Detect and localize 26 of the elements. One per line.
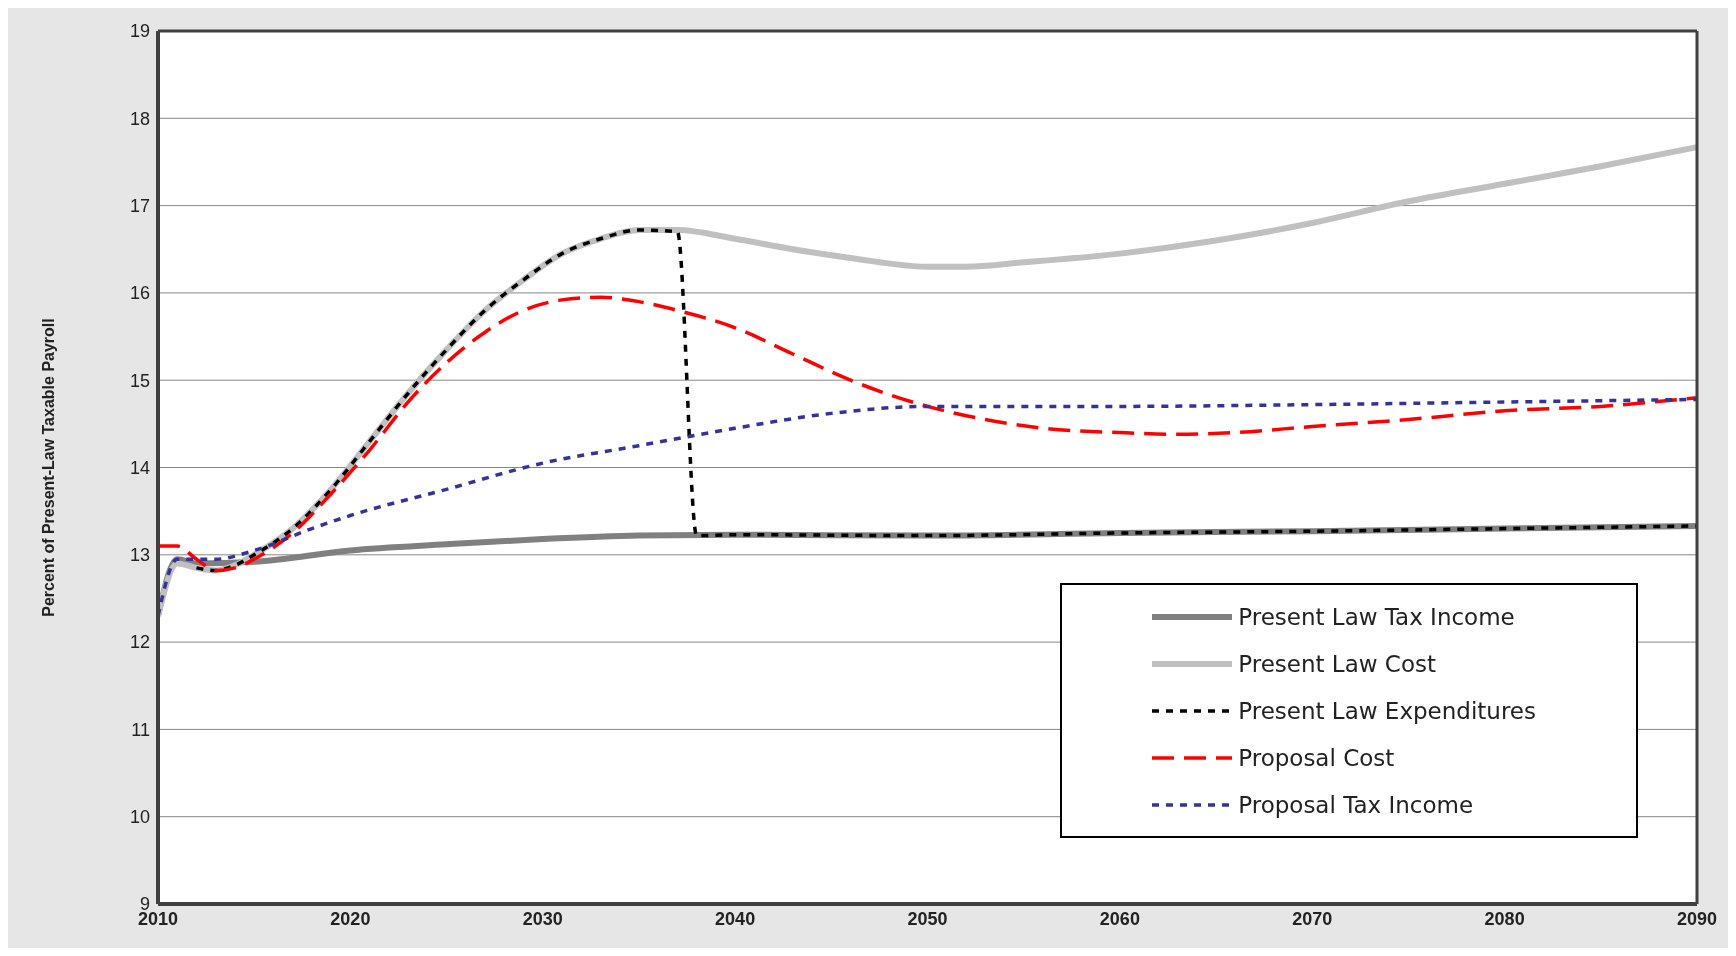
y-tick-label: 17 — [129, 195, 150, 216]
y-axis-title: Percent of Present-Law Taxable Payroll — [39, 318, 57, 617]
x-tick-label: 2080 — [1484, 908, 1525, 929]
y-tick-label: 18 — [129, 108, 150, 129]
y-tick-label: 14 — [129, 457, 150, 478]
legend-label: Present Law Expenditures — [1238, 697, 1536, 724]
y-tick-label: 19 — [129, 21, 150, 42]
x-tick-label: 2070 — [1292, 908, 1333, 929]
legend-label: Proposal Tax Income — [1238, 791, 1474, 818]
y-tick-label: 12 — [129, 632, 150, 653]
line-series — [158, 295, 1697, 573]
x-tick-label: 2060 — [1099, 908, 1140, 929]
y-tick-label: 13 — [129, 545, 150, 566]
x-tick-label: 2090 — [1676, 908, 1718, 929]
y-tick-label: 11 — [131, 719, 150, 740]
y-tick-label: 10 — [129, 807, 150, 828]
legend-label: Present Law Tax Income — [1238, 603, 1515, 630]
x-tick-label: 2050 — [907, 908, 948, 929]
x-tick-label: 2020 — [330, 908, 371, 929]
x-tick-label: 2030 — [522, 908, 563, 929]
x-tick-label: 2040 — [715, 908, 756, 929]
legend-label: Proposal Cost — [1238, 744, 1395, 771]
y-tick-label: 15 — [129, 370, 150, 391]
line-series — [194, 228, 1697, 573]
y-tick-label: 16 — [129, 283, 150, 304]
legend-label: Present Law Cost — [1238, 650, 1436, 677]
